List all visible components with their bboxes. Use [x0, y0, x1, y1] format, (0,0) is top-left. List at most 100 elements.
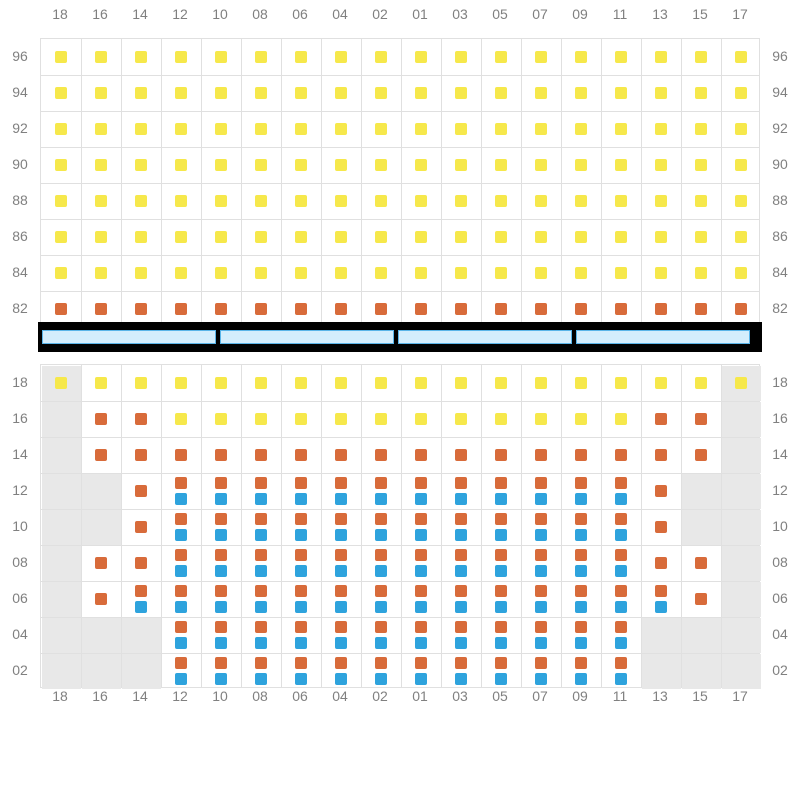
- seat-82-15[interactable]: [695, 303, 707, 315]
- seat-lower-12-05[interactable]: [495, 493, 507, 505]
- seat-94-12[interactable]: [175, 87, 187, 99]
- seat-90-15[interactable]: [695, 159, 707, 171]
- seat-lower-04-01[interactable]: [415, 621, 427, 633]
- seat-96-03[interactable]: [455, 51, 467, 63]
- seat-lower-06-14[interactable]: [135, 585, 147, 597]
- seat-lower-10-04[interactable]: [335, 513, 347, 525]
- seat-86-03[interactable]: [455, 231, 467, 243]
- seat-lower-02-01[interactable]: [415, 673, 427, 685]
- seat-lower-06-12[interactable]: [175, 601, 187, 613]
- seat-88-16[interactable]: [95, 195, 107, 207]
- seat-92-05[interactable]: [495, 123, 507, 135]
- seat-92-13[interactable]: [655, 123, 667, 135]
- seat-92-03[interactable]: [455, 123, 467, 135]
- seat-lower-12-04[interactable]: [335, 477, 347, 489]
- seat-lower-06-01[interactable]: [415, 601, 427, 613]
- seat-86-17[interactable]: [735, 231, 747, 243]
- seat-88-11[interactable]: [615, 195, 627, 207]
- seat-94-16[interactable]: [95, 87, 107, 99]
- seat-lower-12-14[interactable]: [135, 485, 147, 497]
- seat-lower-06-01[interactable]: [415, 585, 427, 597]
- seat-96-17[interactable]: [735, 51, 747, 63]
- seat-86-10[interactable]: [215, 231, 227, 243]
- seat-lower-16-16[interactable]: [95, 413, 107, 425]
- seat-lower-12-02[interactable]: [375, 477, 387, 489]
- seat-lower-04-02[interactable]: [375, 621, 387, 633]
- seat-82-03[interactable]: [455, 303, 467, 315]
- seat-lower-08-03[interactable]: [455, 549, 467, 561]
- seat-94-06[interactable]: [295, 87, 307, 99]
- seat-lower-02-07[interactable]: [535, 673, 547, 685]
- seat-lower-08-10[interactable]: [215, 565, 227, 577]
- seat-86-12[interactable]: [175, 231, 187, 243]
- seat-lower-04-02[interactable]: [375, 637, 387, 649]
- seat-lower-04-08[interactable]: [255, 637, 267, 649]
- seat-lower-02-03[interactable]: [455, 673, 467, 685]
- seat-84-17[interactable]: [735, 267, 747, 279]
- seat-lower-02-03[interactable]: [455, 657, 467, 669]
- seat-lower-06-14[interactable]: [135, 601, 147, 613]
- seat-94-01[interactable]: [415, 87, 427, 99]
- seat-96-13[interactable]: [655, 51, 667, 63]
- seat-84-18[interactable]: [55, 267, 67, 279]
- seat-lower-12-04[interactable]: [335, 493, 347, 505]
- seat-lower-04-07[interactable]: [535, 637, 547, 649]
- seat-lower-10-08[interactable]: [255, 529, 267, 541]
- seat-lower-02-04[interactable]: [335, 673, 347, 685]
- seat-88-02[interactable]: [375, 195, 387, 207]
- seat-90-09[interactable]: [575, 159, 587, 171]
- seat-lower-12-12[interactable]: [175, 493, 187, 505]
- seat-86-06[interactable]: [295, 231, 307, 243]
- seat-lower-10-03[interactable]: [455, 513, 467, 525]
- seat-lower-10-11[interactable]: [615, 513, 627, 525]
- seat-lower-04-08[interactable]: [255, 621, 267, 633]
- seat-lower-02-12[interactable]: [175, 673, 187, 685]
- seat-lower-04-09[interactable]: [575, 621, 587, 633]
- seat-lower-18-17[interactable]: [735, 377, 747, 389]
- seat-92-10[interactable]: [215, 123, 227, 135]
- seat-92-06[interactable]: [295, 123, 307, 135]
- seat-lower-04-12[interactable]: [175, 637, 187, 649]
- seat-lower-02-06[interactable]: [295, 657, 307, 669]
- seat-96-12[interactable]: [175, 51, 187, 63]
- seat-94-11[interactable]: [615, 87, 627, 99]
- seat-lower-04-05[interactable]: [495, 637, 507, 649]
- seat-88-10[interactable]: [215, 195, 227, 207]
- seat-94-13[interactable]: [655, 87, 667, 99]
- seat-lower-02-09[interactable]: [575, 673, 587, 685]
- seat-lower-08-16[interactable]: [95, 557, 107, 569]
- seat-88-18[interactable]: [55, 195, 67, 207]
- seat-lower-12-09[interactable]: [575, 493, 587, 505]
- seat-90-17[interactable]: [735, 159, 747, 171]
- seat-84-02[interactable]: [375, 267, 387, 279]
- seat-lower-06-16[interactable]: [95, 593, 107, 605]
- seat-94-14[interactable]: [135, 87, 147, 99]
- seat-92-04[interactable]: [335, 123, 347, 135]
- seat-90-07[interactable]: [535, 159, 547, 171]
- seat-lower-06-02[interactable]: [375, 585, 387, 597]
- seat-84-04[interactable]: [335, 267, 347, 279]
- seat-lower-08-04[interactable]: [335, 565, 347, 577]
- seat-lower-10-08[interactable]: [255, 513, 267, 525]
- seat-82-14[interactable]: [135, 303, 147, 315]
- seat-90-03[interactable]: [455, 159, 467, 171]
- seat-lower-08-02[interactable]: [375, 565, 387, 577]
- seat-lower-04-11[interactable]: [615, 637, 627, 649]
- seat-84-05[interactable]: [495, 267, 507, 279]
- seat-lower-18-10[interactable]: [215, 377, 227, 389]
- seat-lower-12-01[interactable]: [415, 477, 427, 489]
- seat-lower-06-12[interactable]: [175, 585, 187, 597]
- seat-82-10[interactable]: [215, 303, 227, 315]
- seat-lower-14-06[interactable]: [295, 449, 307, 461]
- seat-lower-10-02[interactable]: [375, 513, 387, 525]
- seat-92-16[interactable]: [95, 123, 107, 135]
- seat-90-12[interactable]: [175, 159, 187, 171]
- seat-96-06[interactable]: [295, 51, 307, 63]
- seat-lower-06-10[interactable]: [215, 601, 227, 613]
- seat-lower-12-06[interactable]: [295, 477, 307, 489]
- seat-lower-06-07[interactable]: [535, 601, 547, 613]
- seat-88-05[interactable]: [495, 195, 507, 207]
- seat-lower-02-07[interactable]: [535, 657, 547, 669]
- seat-lower-10-11[interactable]: [615, 529, 627, 541]
- seat-88-04[interactable]: [335, 195, 347, 207]
